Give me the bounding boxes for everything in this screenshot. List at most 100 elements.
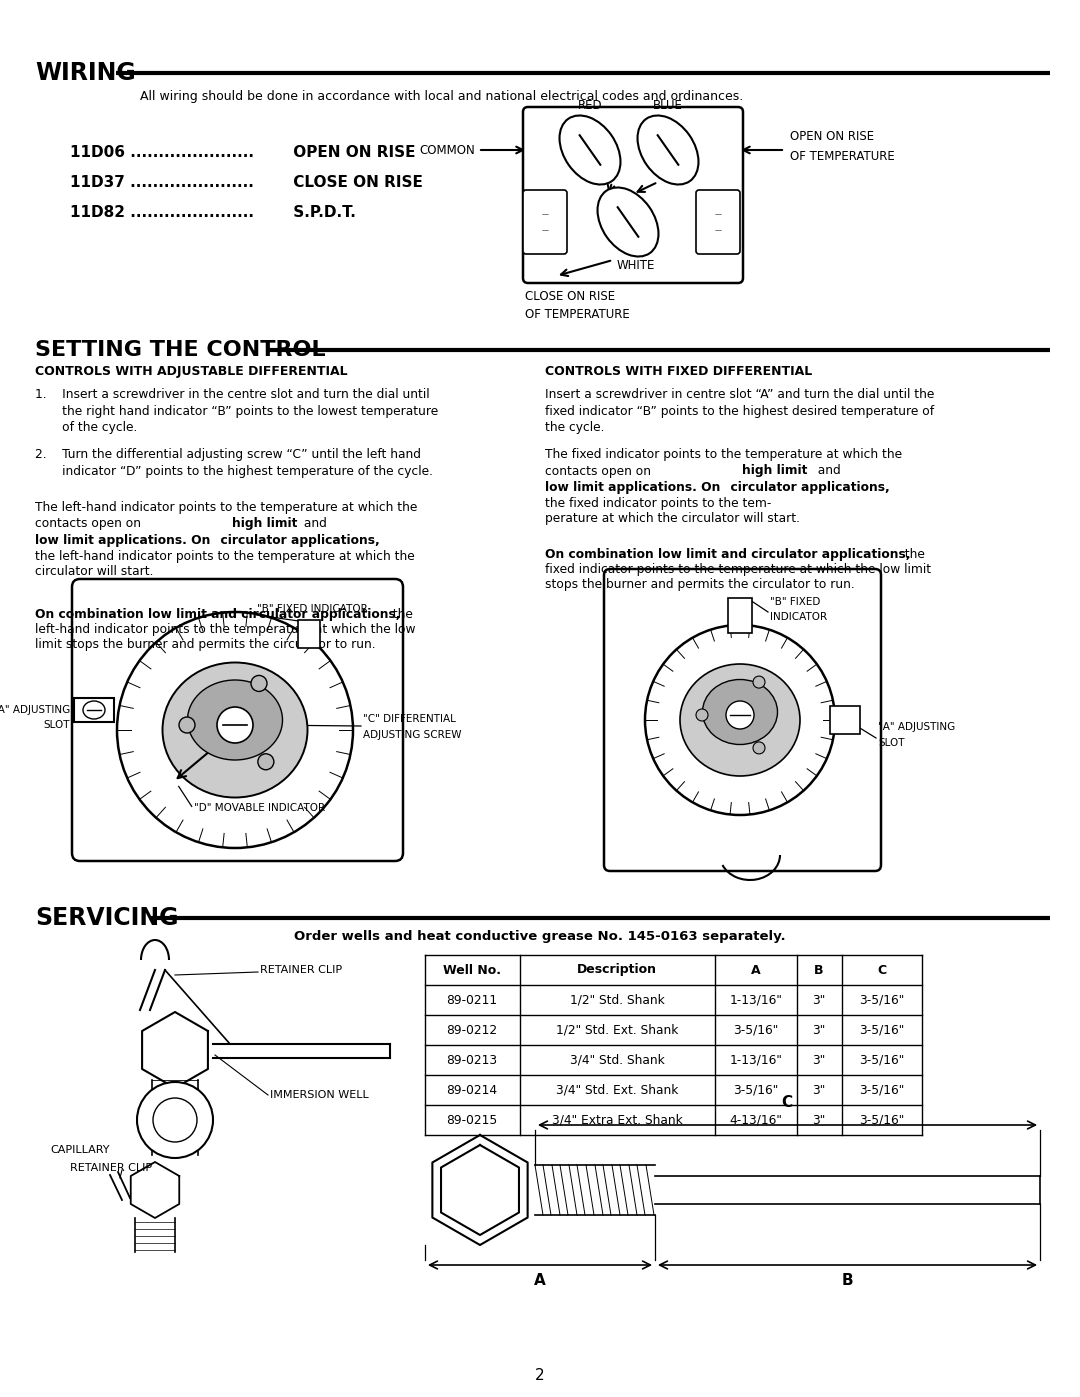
Text: 89-0214: 89-0214 bbox=[446, 1084, 498, 1097]
Text: B: B bbox=[841, 1273, 853, 1288]
Text: 1-13/16": 1-13/16" bbox=[730, 993, 782, 1006]
Text: the: the bbox=[897, 548, 924, 562]
Circle shape bbox=[258, 754, 274, 770]
FancyBboxPatch shape bbox=[298, 620, 320, 648]
FancyBboxPatch shape bbox=[831, 705, 860, 733]
Text: WIRING: WIRING bbox=[35, 61, 136, 85]
Text: OPEN ON RISE: OPEN ON RISE bbox=[288, 145, 416, 161]
Text: 89-0211: 89-0211 bbox=[446, 993, 498, 1006]
Text: circulator will start.: circulator will start. bbox=[35, 564, 153, 578]
Text: circulator applications,: circulator applications, bbox=[723, 481, 890, 495]
FancyBboxPatch shape bbox=[728, 598, 752, 633]
Ellipse shape bbox=[559, 116, 621, 184]
Text: the fixed indicator points to the tem-: the fixed indicator points to the tem- bbox=[545, 497, 771, 510]
Text: 3-5/16": 3-5/16" bbox=[860, 1084, 905, 1097]
Text: and: and bbox=[810, 464, 849, 476]
Text: OF TEMPERATURE: OF TEMPERATURE bbox=[789, 149, 894, 163]
Text: 3": 3" bbox=[812, 993, 825, 1006]
Text: INDICATOR: INDICATOR bbox=[770, 612, 827, 622]
Text: A: A bbox=[752, 964, 760, 977]
Circle shape bbox=[753, 676, 765, 689]
Text: —: — bbox=[541, 211, 549, 217]
Text: All wiring should be done in accordance with local and national electrical codes: All wiring should be done in accordance … bbox=[140, 89, 743, 103]
Text: OF TEMPERATURE: OF TEMPERATURE bbox=[525, 307, 630, 321]
Text: 3/4" Std. Shank: 3/4" Std. Shank bbox=[569, 1053, 664, 1066]
Circle shape bbox=[217, 707, 253, 743]
Circle shape bbox=[153, 1098, 197, 1141]
Text: The left-hand indicator points to the temperature at which the
contacts open on: The left-hand indicator points to the te… bbox=[35, 502, 417, 531]
Text: S.P.D.T.: S.P.D.T. bbox=[288, 205, 356, 219]
Text: 3-5/16": 3-5/16" bbox=[860, 1053, 905, 1066]
Text: circulator applications,: circulator applications, bbox=[212, 534, 380, 548]
Text: —: — bbox=[715, 226, 721, 233]
Text: 2.    Turn the differential adjusting screw “C” until the left hand
       indic: 2. Turn the differential adjusting screw… bbox=[35, 448, 433, 478]
FancyBboxPatch shape bbox=[75, 698, 114, 722]
Text: "B" FIXED INDICATOR: "B" FIXED INDICATOR bbox=[257, 604, 368, 615]
Text: 11D06 ......................: 11D06 ...................... bbox=[70, 145, 254, 161]
FancyBboxPatch shape bbox=[604, 569, 881, 870]
Text: SLOT: SLOT bbox=[43, 719, 70, 731]
Text: C: C bbox=[877, 964, 887, 977]
Ellipse shape bbox=[637, 116, 699, 184]
Text: 1/2" Std. Ext. Shank: 1/2" Std. Ext. Shank bbox=[556, 1024, 678, 1037]
Text: and: and bbox=[300, 517, 330, 529]
Text: 2: 2 bbox=[536, 1368, 544, 1383]
Text: CONTROLS WITH FIXED DIFFERENTIAL: CONTROLS WITH FIXED DIFFERENTIAL bbox=[545, 365, 812, 379]
Text: B: B bbox=[814, 964, 824, 977]
Text: COMMON: COMMON bbox=[419, 144, 475, 156]
Text: 3": 3" bbox=[812, 1024, 825, 1037]
Ellipse shape bbox=[162, 662, 308, 798]
Text: perature at which the circulator will start.: perature at which the circulator will st… bbox=[545, 511, 800, 525]
Text: low limit applications. On: low limit applications. On bbox=[35, 534, 211, 548]
Text: Well No.: Well No. bbox=[443, 964, 501, 977]
Text: "A" ADJUSTING: "A" ADJUSTING bbox=[0, 705, 70, 715]
FancyBboxPatch shape bbox=[523, 108, 743, 284]
Text: high limit: high limit bbox=[742, 464, 808, 476]
Text: low limit applications. On: low limit applications. On bbox=[545, 481, 720, 495]
Text: left-hand indicator points to the temperature at which the low: left-hand indicator points to the temper… bbox=[35, 623, 416, 636]
Text: 11D82 ......................: 11D82 ...................... bbox=[70, 205, 254, 219]
Text: ADJUSTING SCREW: ADJUSTING SCREW bbox=[363, 731, 461, 740]
Text: CLOSE ON RISE: CLOSE ON RISE bbox=[525, 291, 616, 303]
Ellipse shape bbox=[83, 701, 105, 719]
Text: "A" ADJUSTING: "A" ADJUSTING bbox=[878, 722, 955, 732]
Text: On combination low limit and circulator applications,: On combination low limit and circulator … bbox=[35, 608, 401, 622]
Circle shape bbox=[753, 742, 765, 754]
Text: high limit: high limit bbox=[232, 517, 297, 529]
Text: 1.    Insert a screwdriver in the centre slot and turn the dial until
       the: 1. Insert a screwdriver in the centre sl… bbox=[35, 388, 438, 434]
Text: SERVICING: SERVICING bbox=[35, 907, 178, 930]
Text: 1/2" Std. Shank: 1/2" Std. Shank bbox=[569, 993, 664, 1006]
Text: 3/4" Std. Ext. Shank: 3/4" Std. Ext. Shank bbox=[556, 1084, 678, 1097]
Text: BLUE: BLUE bbox=[653, 99, 683, 112]
Ellipse shape bbox=[680, 664, 800, 775]
FancyBboxPatch shape bbox=[523, 190, 567, 254]
Text: 3": 3" bbox=[812, 1113, 825, 1126]
Text: SLOT: SLOT bbox=[878, 738, 905, 747]
Text: "D" MOVABLE INDICATOR: "D" MOVABLE INDICATOR bbox=[193, 803, 325, 813]
Text: SETTING THE CONTROL: SETTING THE CONTROL bbox=[35, 339, 326, 360]
Text: The fixed indicator points to the temperature at which the
contacts open on: The fixed indicator points to the temper… bbox=[545, 448, 902, 478]
Text: RETAINER CLIP: RETAINER CLIP bbox=[260, 965, 342, 975]
Text: WHITE: WHITE bbox=[617, 258, 656, 272]
Text: 3-5/16": 3-5/16" bbox=[860, 1024, 905, 1037]
Circle shape bbox=[179, 717, 195, 733]
Text: RED: RED bbox=[578, 99, 603, 112]
Text: 89-0213: 89-0213 bbox=[446, 1053, 498, 1066]
Text: OPEN ON RISE: OPEN ON RISE bbox=[789, 130, 874, 142]
Text: C: C bbox=[782, 1095, 793, 1111]
Text: 4-13/16": 4-13/16" bbox=[730, 1113, 782, 1126]
FancyBboxPatch shape bbox=[72, 578, 403, 861]
Text: 3-5/16": 3-5/16" bbox=[860, 993, 905, 1006]
Text: "C" DIFFERENTIAL: "C" DIFFERENTIAL bbox=[363, 714, 456, 724]
Ellipse shape bbox=[597, 187, 659, 257]
Text: 3-5/16": 3-5/16" bbox=[733, 1024, 779, 1037]
Text: 89-0215: 89-0215 bbox=[446, 1113, 498, 1126]
Text: CONTROLS WITH ADJUSTABLE DIFFERENTIAL: CONTROLS WITH ADJUSTABLE DIFFERENTIAL bbox=[35, 365, 348, 379]
Text: 11D37 ......................: 11D37 ...................... bbox=[70, 175, 254, 190]
FancyBboxPatch shape bbox=[696, 190, 740, 254]
Text: "B" FIXED: "B" FIXED bbox=[770, 597, 821, 608]
Circle shape bbox=[696, 710, 708, 721]
Text: RETAINER CLIP: RETAINER CLIP bbox=[70, 1162, 152, 1173]
Circle shape bbox=[251, 675, 267, 692]
Text: CAPILLARY: CAPILLARY bbox=[50, 1146, 109, 1155]
